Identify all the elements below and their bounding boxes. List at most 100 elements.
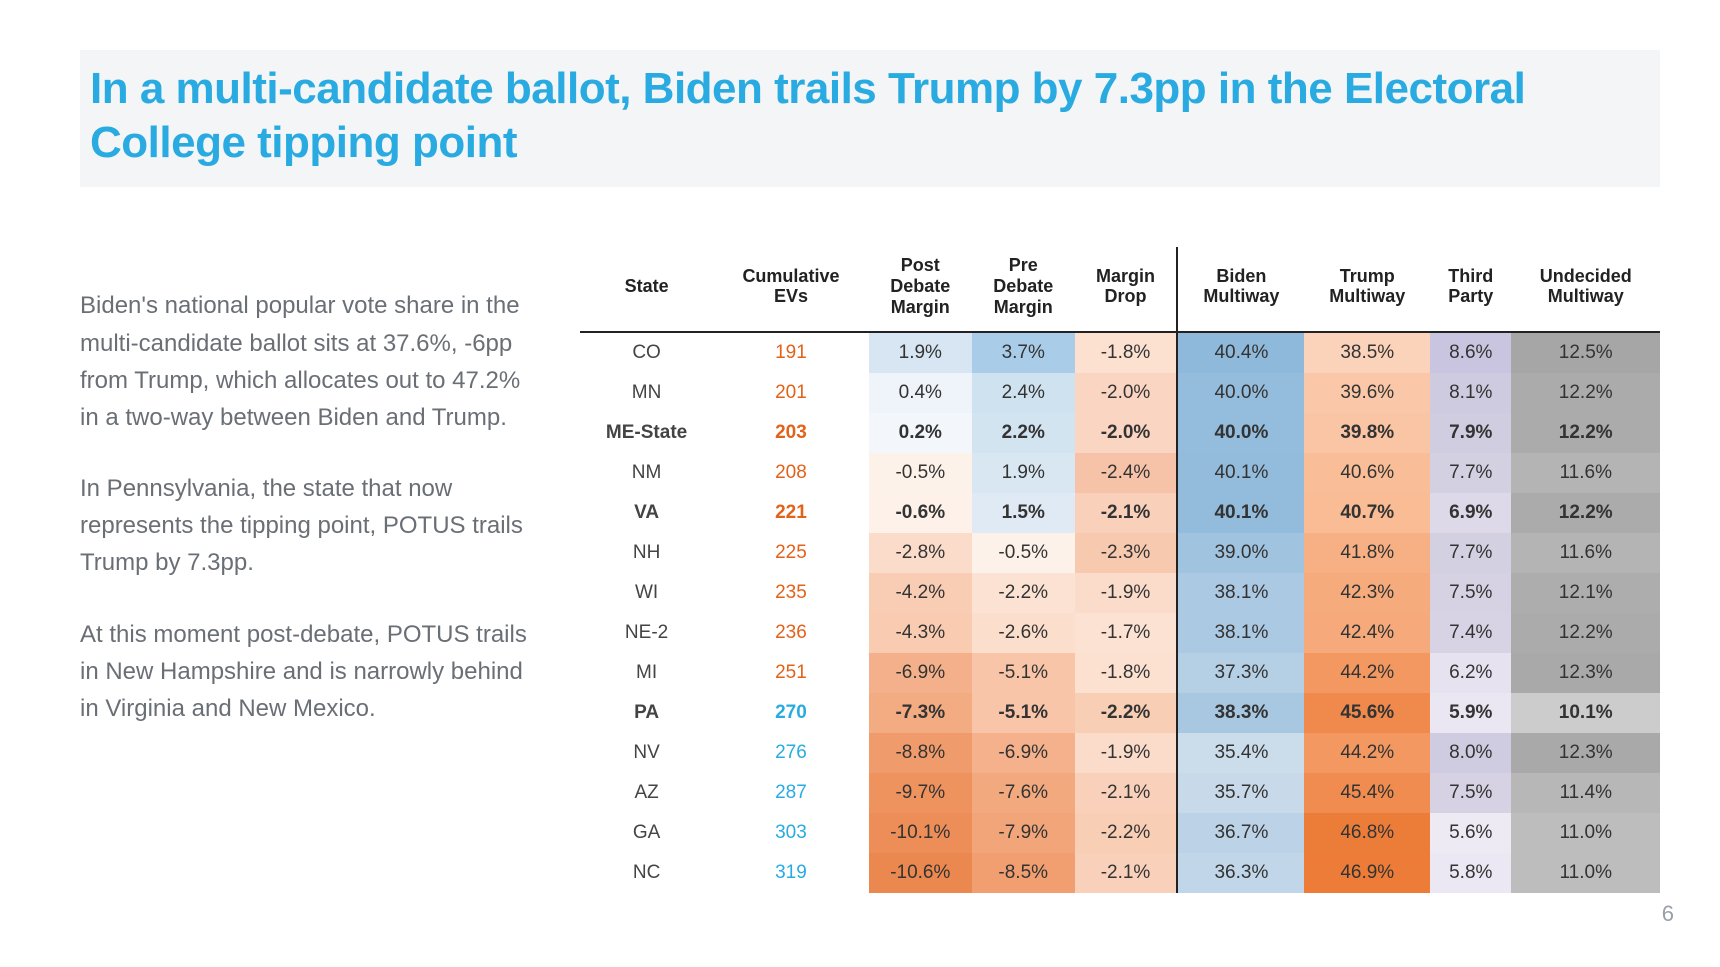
table-cell: 235 bbox=[713, 573, 869, 613]
table-cell: 35.4% bbox=[1177, 733, 1304, 773]
table-cell: 39.0% bbox=[1177, 533, 1304, 573]
table-cell: 2.2% bbox=[972, 413, 1075, 453]
table-cell: 11.0% bbox=[1511, 853, 1660, 893]
table-cell: -8.8% bbox=[869, 733, 972, 773]
table-cell: CO bbox=[580, 332, 713, 373]
table-row: MI251-6.9%-5.1%-1.8%37.3%44.2%6.2%12.3% bbox=[580, 653, 1660, 693]
table-cell: 7.7% bbox=[1430, 453, 1511, 493]
table-cell: -1.8% bbox=[1075, 332, 1178, 373]
table-cell: -0.6% bbox=[869, 493, 972, 533]
table-cell: NC bbox=[580, 853, 713, 893]
table-row: PA270-7.3%-5.1%-2.2%38.3%45.6%5.9%10.1% bbox=[580, 693, 1660, 733]
table-cell: 39.8% bbox=[1304, 413, 1430, 453]
table-header-cell: MarginDrop bbox=[1075, 247, 1178, 332]
table-header-cell: TrumpMultiway bbox=[1304, 247, 1430, 332]
table-row: NM208-0.5%1.9%-2.4%40.1%40.6%7.7%11.6% bbox=[580, 453, 1660, 493]
table-row: ME-State2030.2%2.2%-2.0%40.0%39.8%7.9%12… bbox=[580, 413, 1660, 453]
table-cell: 8.6% bbox=[1430, 332, 1511, 373]
table-cell: -4.2% bbox=[869, 573, 972, 613]
table-cell: 3.7% bbox=[972, 332, 1075, 373]
table-cell: 5.9% bbox=[1430, 693, 1511, 733]
table-cell: -2.1% bbox=[1075, 853, 1178, 893]
commentary-paragraph: In Pennsylvania, the state that now repr… bbox=[80, 470, 530, 582]
table-cell: 42.3% bbox=[1304, 573, 1430, 613]
commentary-paragraph: Biden's national popular vote share in t… bbox=[80, 287, 530, 436]
table-cell: 40.0% bbox=[1177, 373, 1304, 413]
table-cell: -2.3% bbox=[1075, 533, 1178, 573]
table-cell: -2.8% bbox=[869, 533, 972, 573]
table-cell: 7.4% bbox=[1430, 613, 1511, 653]
commentary-paragraph: At this moment post-debate, POTUS trails… bbox=[80, 616, 530, 728]
table-cell: 201 bbox=[713, 373, 869, 413]
table-cell: -6.9% bbox=[972, 733, 1075, 773]
table-row: NV276-8.8%-6.9%-1.9%35.4%44.2%8.0%12.3% bbox=[580, 733, 1660, 773]
page-number: 6 bbox=[1662, 901, 1674, 927]
table-cell: -0.5% bbox=[972, 533, 1075, 573]
table-cell: 221 bbox=[713, 493, 869, 533]
table-cell: -1.7% bbox=[1075, 613, 1178, 653]
slide: In a multi-candidate ballot, Biden trail… bbox=[0, 0, 1720, 967]
table-cell: 45.6% bbox=[1304, 693, 1430, 733]
table-cell: -2.4% bbox=[1075, 453, 1178, 493]
table-cell: 2.4% bbox=[972, 373, 1075, 413]
table-cell: 270 bbox=[713, 693, 869, 733]
table-cell: 12.2% bbox=[1511, 413, 1660, 453]
table-header-cell: ThirdParty bbox=[1430, 247, 1511, 332]
table-cell: 1.9% bbox=[869, 332, 972, 373]
table-cell: 5.8% bbox=[1430, 853, 1511, 893]
table-cell: 203 bbox=[713, 413, 869, 453]
table-row: AZ287-9.7%-7.6%-2.1%35.7%45.4%7.5%11.4% bbox=[580, 773, 1660, 813]
table-cell: 303 bbox=[713, 813, 869, 853]
table-cell: 40.7% bbox=[1304, 493, 1430, 533]
table-cell: 0.4% bbox=[869, 373, 972, 413]
table-cell: 7.9% bbox=[1430, 413, 1511, 453]
table-cell: -2.2% bbox=[972, 573, 1075, 613]
table-cell: 276 bbox=[713, 733, 869, 773]
table-body: CO1911.9%3.7%-1.8%40.4%38.5%8.6%12.5%MN2… bbox=[580, 332, 1660, 893]
table-cell: NM bbox=[580, 453, 713, 493]
table-cell: 287 bbox=[713, 773, 869, 813]
table-row: CO1911.9%3.7%-1.8%40.4%38.5%8.6%12.5% bbox=[580, 332, 1660, 373]
table-cell: -5.1% bbox=[972, 693, 1075, 733]
table-cell: 40.1% bbox=[1177, 493, 1304, 533]
table-cell: 11.4% bbox=[1511, 773, 1660, 813]
table-cell: WI bbox=[580, 573, 713, 613]
table-cell: 10.1% bbox=[1511, 693, 1660, 733]
table-cell: 12.2% bbox=[1511, 493, 1660, 533]
table-cell: 191 bbox=[713, 332, 869, 373]
table-cell: 11.0% bbox=[1511, 813, 1660, 853]
table-cell: 8.0% bbox=[1430, 733, 1511, 773]
slide-title: In a multi-candidate ballot, Biden trail… bbox=[90, 62, 1640, 169]
table-cell: 40.4% bbox=[1177, 332, 1304, 373]
table-header-row: StateCumulativeEVsPostDebateMarginPreDeb… bbox=[580, 247, 1660, 332]
table-row: VA221-0.6%1.5%-2.1%40.1%40.7%6.9%12.2% bbox=[580, 493, 1660, 533]
table-row: NE-2236-4.3%-2.6%-1.7%38.1%42.4%7.4%12.2… bbox=[580, 613, 1660, 653]
table-cell: -1.9% bbox=[1075, 573, 1178, 613]
table-cell: 225 bbox=[713, 533, 869, 573]
table-cell: 44.2% bbox=[1304, 653, 1430, 693]
table-wrap: StateCumulativeEVsPostDebateMarginPreDeb… bbox=[580, 247, 1660, 893]
table-cell: 6.9% bbox=[1430, 493, 1511, 533]
table-cell: AZ bbox=[580, 773, 713, 813]
table-cell: 36.3% bbox=[1177, 853, 1304, 893]
table-cell: 319 bbox=[713, 853, 869, 893]
table-cell: 38.5% bbox=[1304, 332, 1430, 373]
table-cell: 38.1% bbox=[1177, 613, 1304, 653]
table-cell: -9.7% bbox=[869, 773, 972, 813]
table-cell: 1.9% bbox=[972, 453, 1075, 493]
table-cell: 39.6% bbox=[1304, 373, 1430, 413]
table-cell: 7.7% bbox=[1430, 533, 1511, 573]
table-header-cell: UndecidedMultiway bbox=[1511, 247, 1660, 332]
table-cell: -7.9% bbox=[972, 813, 1075, 853]
table-cell: 40.6% bbox=[1304, 453, 1430, 493]
table-cell: 11.6% bbox=[1511, 533, 1660, 573]
table-cell: 12.3% bbox=[1511, 733, 1660, 773]
table-header-cell: State bbox=[580, 247, 713, 332]
table-cell: -2.6% bbox=[972, 613, 1075, 653]
table-cell: 11.6% bbox=[1511, 453, 1660, 493]
table-cell: GA bbox=[580, 813, 713, 853]
table-cell: 40.0% bbox=[1177, 413, 1304, 453]
title-bar: In a multi-candidate ballot, Biden trail… bbox=[80, 50, 1660, 187]
table-cell: -5.1% bbox=[972, 653, 1075, 693]
table-cell: 236 bbox=[713, 613, 869, 653]
